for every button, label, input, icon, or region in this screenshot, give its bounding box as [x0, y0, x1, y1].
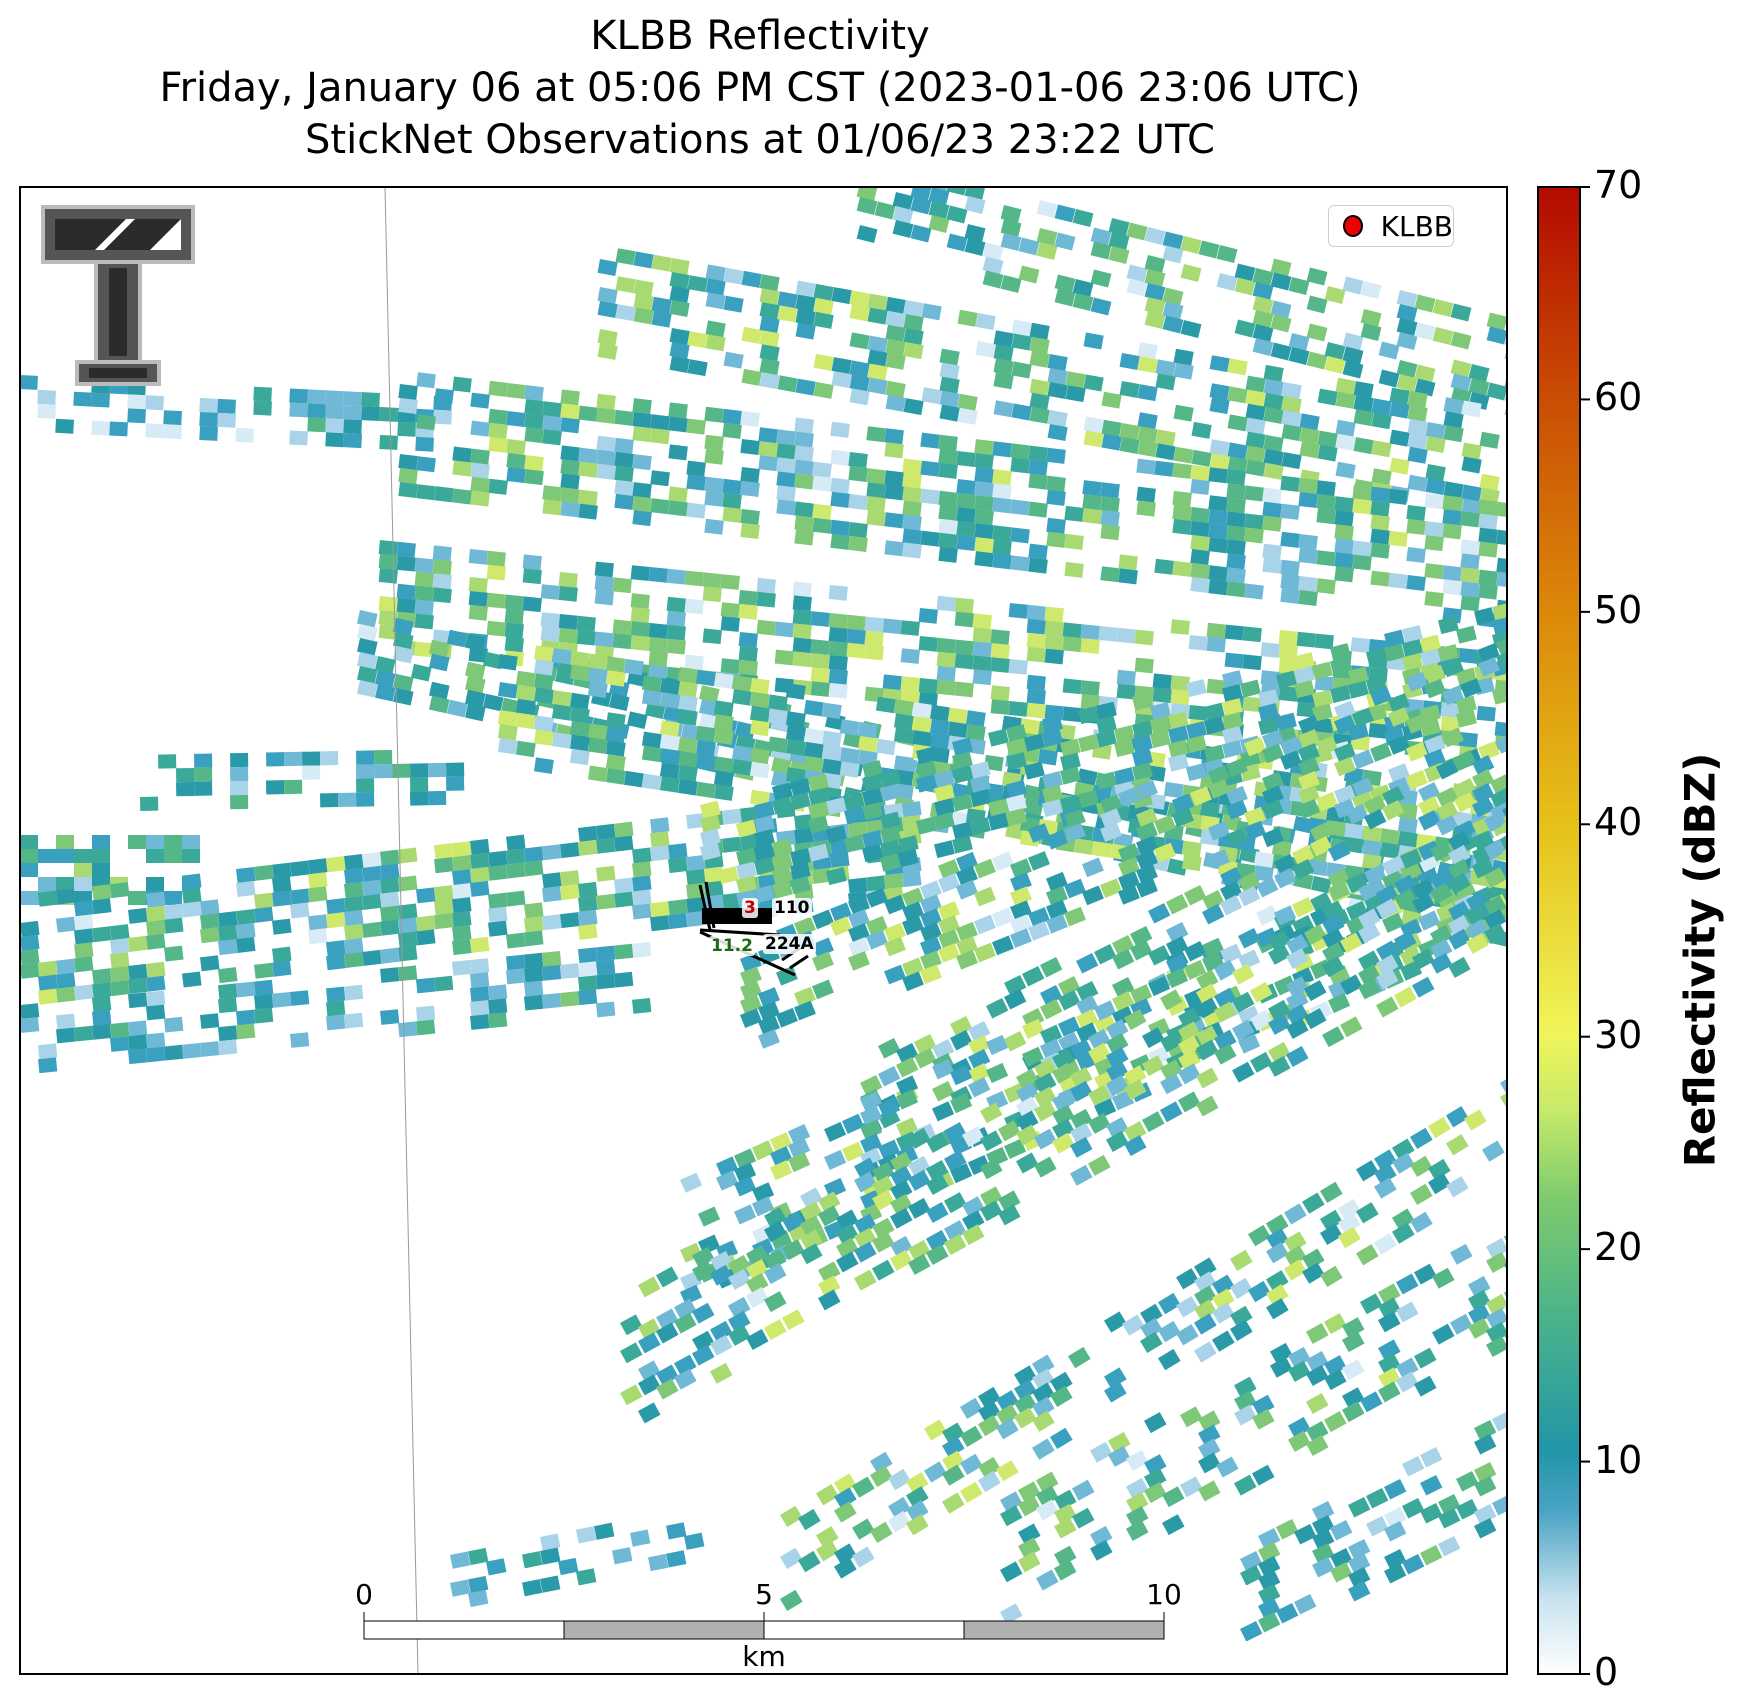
station-label-224A: 224A [763, 934, 816, 954]
scale-tick-0: 0 [355, 1578, 373, 1611]
station-label-3: 3 [742, 898, 758, 918]
county-boundary [384, 186, 419, 1675]
colorbar-ticks [1580, 186, 1590, 1675]
colorbar-tick-label: 50 [1594, 587, 1643, 632]
colorbar-tick-label: 0 [1594, 1650, 1619, 1694]
colorbar-tick-label: 60 [1594, 375, 1643, 420]
scale-unit: km [742, 1640, 786, 1673]
scale-tick-5: 5 [755, 1578, 773, 1611]
scale-tick-10: 10 [1146, 1578, 1182, 1611]
texas-tech-double-t-logo [41, 205, 195, 386]
klbb-marker-icon [1343, 215, 1363, 237]
colorbar-tick-label: 20 [1594, 1225, 1643, 1270]
colorbar [1537, 186, 1581, 1675]
map-frame [19, 186, 1508, 1675]
colorbar-tick-label: 10 [1594, 1437, 1643, 1482]
title-line-1: KLBB Reflectivity [590, 13, 930, 59]
legend-label: KLBB [1380, 209, 1453, 243]
colorbar-title: Reflectivity (dBZ) [1675, 752, 1725, 1168]
colorbar-tick-label: 30 [1594, 1012, 1643, 1057]
station-label-110: 110 [772, 898, 812, 918]
colorbar-tick-label: 40 [1594, 800, 1643, 845]
title-line-3: StickNet Observations at 01/06/23 23:22 … [305, 117, 1215, 163]
station-label-112: 11.2 [709, 936, 755, 956]
reflectivity-field [20, 187, 1507, 1642]
title-line-2: Friday, January 06 at 05:06 PM CST (2023… [159, 65, 1361, 111]
scale-bar [363, 1612, 1165, 1640]
legend: KLBB [1328, 205, 1454, 247]
colorbar-tick-label: 70 [1594, 163, 1643, 207]
